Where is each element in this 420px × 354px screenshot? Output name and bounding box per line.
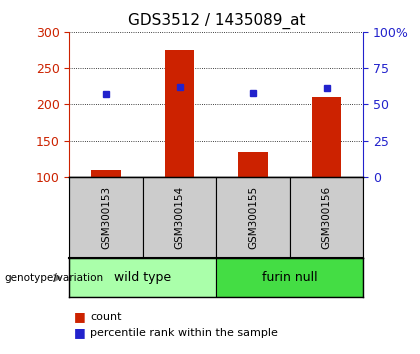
- Bar: [69, 177, 143, 258]
- Text: ■: ■: [74, 326, 85, 339]
- Text: GSM300156: GSM300156: [322, 186, 331, 249]
- Text: percentile rank within the sample: percentile rank within the sample: [90, 328, 278, 338]
- Bar: [216, 258, 363, 297]
- Text: GSM300153: GSM300153: [101, 186, 111, 249]
- Bar: [216, 177, 290, 258]
- Bar: [92, 170, 121, 177]
- Bar: [69, 258, 216, 297]
- Text: count: count: [90, 312, 122, 322]
- Text: GSM300155: GSM300155: [248, 186, 258, 249]
- Bar: [165, 50, 194, 177]
- Text: genotype/variation: genotype/variation: [4, 273, 103, 283]
- Bar: [239, 152, 268, 177]
- Title: GDS3512 / 1435089_at: GDS3512 / 1435089_at: [128, 13, 305, 29]
- Text: furin null: furin null: [262, 272, 318, 284]
- Text: GSM300154: GSM300154: [175, 186, 184, 249]
- Bar: [143, 177, 216, 258]
- Text: wild type: wild type: [114, 272, 171, 284]
- Bar: [312, 97, 341, 177]
- Bar: [290, 177, 363, 258]
- Text: ■: ■: [74, 310, 85, 323]
